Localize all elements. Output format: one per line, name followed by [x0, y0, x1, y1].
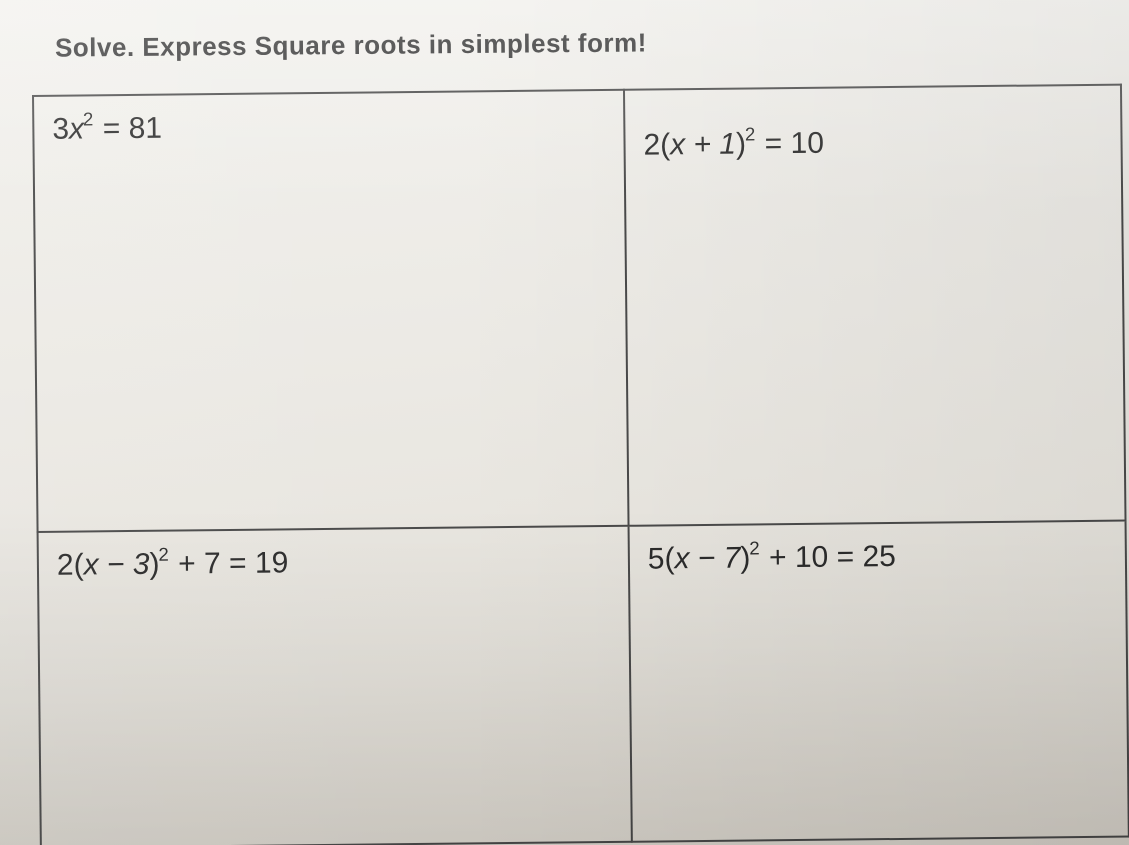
plus: + — [769, 541, 795, 574]
equals: = — [765, 127, 791, 160]
instruction-text: Solve. Express Square roots in simplest … — [55, 27, 647, 63]
worksheet-page: Solve. Express Square roots in simplest … — [0, 0, 1129, 845]
rhs: 19 — [255, 546, 289, 579]
inner-expression: x + 1 — [670, 128, 736, 162]
inner-expression: x − 7 — [674, 542, 740, 576]
variable: x — [69, 112, 84, 145]
plus: + — [178, 547, 204, 580]
paren-open: ( — [664, 542, 674, 575]
exponent: 2 — [83, 108, 94, 129]
rhs: 25 — [862, 540, 896, 573]
equals: = — [229, 547, 255, 580]
equation: 2(x − 3)2 + 7 = 19 — [57, 546, 289, 581]
exponent: 2 — [158, 544, 169, 565]
problem-table: 3x2 = 81 2(x + 1)2 = 10 2(x − — [32, 84, 1129, 845]
exponent: 2 — [745, 123, 756, 144]
addend: 7 — [204, 547, 221, 580]
equals: = — [836, 540, 862, 573]
coef: 5 — [648, 542, 665, 575]
coef: 2 — [57, 549, 74, 582]
rhs: 10 — [790, 127, 824, 160]
paren-open: ( — [73, 548, 83, 581]
cell-2-2: 5(x − 7)2 + 10 = 25 — [628, 521, 1128, 842]
addend: 10 — [795, 541, 829, 574]
equals: = — [103, 112, 129, 145]
equation: 5(x − 7)2 + 10 = 25 — [648, 540, 896, 576]
cell-1-1: 3x2 = 81 — [33, 90, 628, 532]
paren-open: ( — [660, 128, 670, 161]
cell-1-2: 2(x + 1)2 = 10 — [624, 85, 1126, 526]
table-row: 2(x − 3)2 + 7 = 19 5(x − 7)2 + 10 = 25 — [38, 521, 1129, 845]
equation: 3x2 = 81 — [52, 112, 162, 146]
cell-2-1: 2(x − 3)2 + 7 = 19 — [38, 526, 632, 845]
table-row: 3x2 = 81 2(x + 1)2 = 10 — [33, 85, 1126, 532]
coef: 2 — [643, 128, 660, 161]
equation: 2(x + 1)2 = 10 — [643, 125, 824, 163]
coef: 3 — [52, 113, 69, 146]
rhs: 81 — [128, 112, 162, 145]
problem-grid: 3x2 = 81 2(x + 1)2 = 10 2(x − — [32, 84, 1129, 835]
exponent: 2 — [749, 537, 760, 558]
inner-expression: x − 3 — [83, 548, 149, 582]
